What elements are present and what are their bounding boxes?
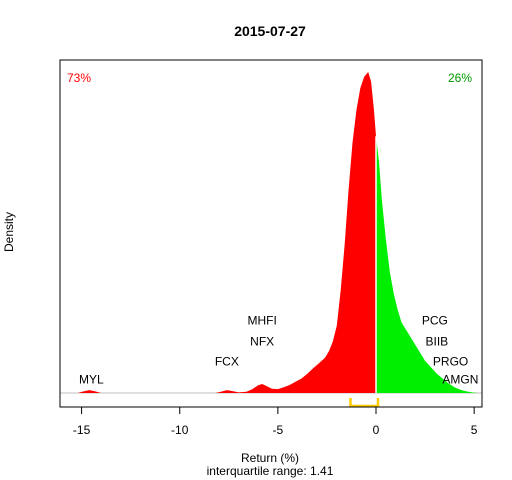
x-tick-label: -10 bbox=[171, 423, 189, 437]
annotation-prgo: PRGO bbox=[433, 355, 468, 369]
annotation-labels: MYL FCX NFX MHFI PCG BIIB PRGO AMGN bbox=[79, 314, 478, 387]
chart-title: 2015-07-27 bbox=[234, 23, 306, 39]
x-tick-label: 5 bbox=[471, 423, 478, 437]
positive-percent-label: 26% bbox=[448, 71, 472, 85]
annotation-biib: BIIB bbox=[426, 334, 449, 348]
annotation-pcg: PCG bbox=[422, 314, 448, 328]
negative-percent-label: 73% bbox=[67, 71, 91, 85]
iqr-subtitle: interquartile range: 1.41 bbox=[207, 464, 334, 478]
annotation-nfx: NFX bbox=[250, 334, 274, 348]
y-axis-label: Density bbox=[2, 212, 16, 252]
x-tick-label: 0 bbox=[373, 423, 380, 437]
x-tick-label: -15 bbox=[73, 423, 91, 437]
x-tick-label: -5 bbox=[273, 423, 284, 437]
iqr-bracket bbox=[349, 398, 380, 408]
positive-density-area bbox=[376, 136, 479, 393]
annotation-mhfi: MHFI bbox=[248, 314, 277, 328]
x-axis: -15 -10 -5 0 5 bbox=[73, 406, 478, 437]
negative-density-area bbox=[77, 72, 376, 393]
annotation-fcx: FCX bbox=[215, 355, 239, 369]
annotation-amgn: AMGN bbox=[442, 372, 478, 386]
x-axis-label: Return (%) bbox=[241, 451, 299, 465]
plot-area bbox=[59, 59, 483, 408]
annotation-myl: MYL bbox=[79, 372, 104, 386]
